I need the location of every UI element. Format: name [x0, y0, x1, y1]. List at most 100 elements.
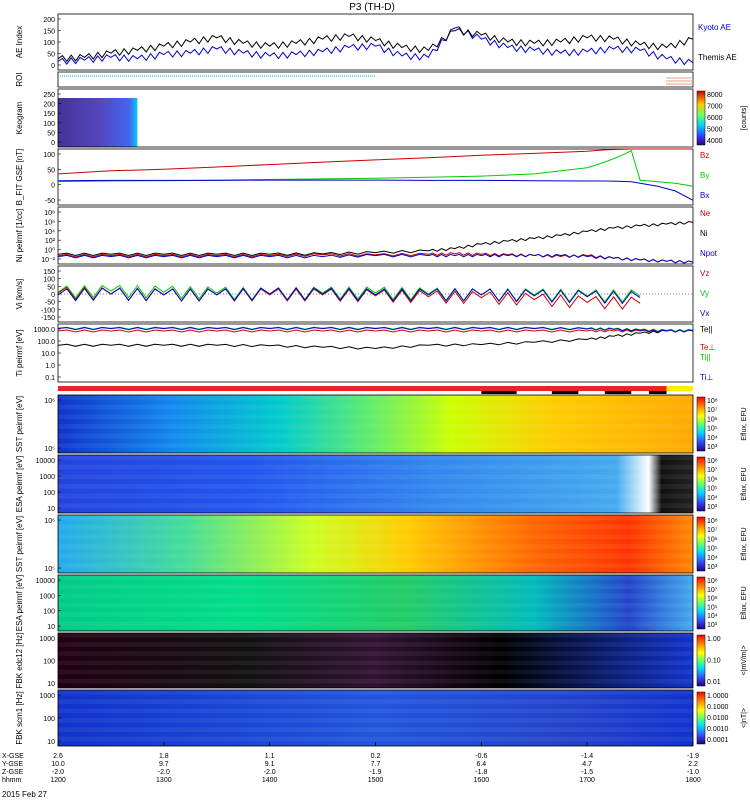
density-0-legend: Ne [700, 209, 711, 218]
fbk_e-ytick: 10 [47, 681, 55, 688]
fbk_e-texture [58, 678, 693, 684]
x-row-value: -1.5 [581, 769, 593, 776]
sst_i-cbar-tick: 10⁸ [707, 518, 718, 525]
date-label: 2015 Feb 27 [2, 790, 47, 799]
esa_e-spectrogram [58, 455, 693, 513]
fbk_b-texture [58, 718, 693, 723]
sst_i-cbar-tick: 10³ [707, 564, 718, 571]
density-ytick: 10⁴ [44, 229, 55, 236]
fbk_e-texture [58, 669, 693, 675]
sst_i-cbar-tick: 10⁶ [707, 536, 718, 543]
esa_i-ylabel: ESA peirmf [eV] [15, 575, 24, 631]
x-row-value: 4.7 [582, 761, 592, 768]
velocity-series-1 [57, 284, 641, 303]
ae-1-legend: Themis AE [698, 53, 737, 62]
status-bar-black-0 [481, 391, 517, 394]
bfield-series-0 [57, 148, 693, 175]
esa_i-cbar-tick: 10³ [707, 622, 718, 629]
sst_e-spectrogram [58, 395, 693, 453]
x-row-value: 10.0 [51, 761, 65, 768]
ae-ytick: 150 [43, 29, 55, 36]
sst_i-spectrogram [58, 515, 693, 573]
sst_i-texture [58, 534, 693, 540]
x-row-value: 1500 [368, 777, 384, 784]
x-row-value: 1.1 [265, 753, 275, 760]
fbk_b-texture [58, 690, 693, 695]
esa_e-texture [58, 503, 693, 509]
esa_i-ytick: 10000 [36, 578, 56, 585]
fbk_e-ytick: 1000 [39, 636, 55, 643]
esa_e-ytick: 10000 [36, 458, 56, 465]
sst_i-cbar-tick: 10⁴ [707, 555, 718, 562]
esa_e-cbar-tick: 10⁸ [707, 458, 718, 465]
esa_e-cbar-label: Eflux, EFU [741, 467, 748, 500]
keogram-cbar-tick: 5000 [707, 127, 723, 134]
temperature-2-legend: Ti|| [700, 353, 711, 362]
fbk_e-texture [58, 651, 693, 656]
status-bar-yellow [666, 386, 693, 391]
temperature-0-legend: Te|| [700, 325, 713, 334]
temperature-ylabel: Ti peirmf [eV] [15, 329, 24, 376]
x-row-value: 1200 [50, 777, 66, 784]
keogram-cbar-tick: 6000 [707, 115, 723, 122]
x-row-value: 1400 [262, 777, 278, 784]
fbk_e-texture [58, 633, 693, 638]
sst_i-cbar-tick: 10⁵ [707, 546, 718, 553]
esa_e-ylabel: ESA peirmf [eV] [15, 456, 24, 512]
esa_i-ytick: 100 [43, 609, 55, 616]
keogram-cbar-tick: 7000 [707, 104, 723, 111]
sst_i-texture [58, 553, 693, 559]
fbk_e-ytick: 100 [43, 659, 55, 666]
fbk_b-cbar-tick: 0.1000 [707, 704, 729, 711]
x-row-value: 1300 [156, 777, 172, 784]
density-ytick: 10⁰ [44, 247, 55, 255]
ae-frame [57, 13, 694, 71]
keogram-cbar-label: [counts] [741, 106, 748, 131]
x-row-value: -2.0 [158, 769, 170, 776]
density-series-2 [57, 253, 694, 264]
ae-ytick: 50 [47, 52, 55, 59]
esa_e-ytick: 100 [43, 490, 55, 497]
bfield-ytick: -50 [45, 198, 55, 205]
esa_i-cbar-tick: 10⁴ [707, 613, 718, 620]
x-row-value: 2.6 [53, 753, 63, 760]
velocity-ylabel: Vi [km/s] [15, 279, 24, 310]
x-row-value: -1.9 [687, 753, 699, 760]
esa_e-cbar-tick: 10⁵ [707, 486, 718, 493]
density-frame [57, 206, 694, 265]
fbk_b-texture [58, 699, 693, 704]
ae-ytick: 100 [43, 40, 55, 47]
sst_i-texture [58, 563, 693, 569]
fbk_e-colorbar [696, 634, 706, 687]
esa_i-frame [57, 574, 694, 632]
sst_e-texture [58, 404, 693, 410]
keogram-cbar-tick: 8000 [707, 92, 723, 99]
fbk_b-cbar-label: <|nT|> [741, 708, 748, 728]
sst_e-ytick: 10⁶ [44, 398, 55, 405]
status-bar-black-1 [551, 391, 579, 394]
fbk_b-cbar-tick: 0.0001 [707, 737, 729, 744]
bfield-ytick: 0 [51, 183, 55, 190]
temperature-ytick: 1000.0 [34, 327, 56, 334]
x-row-label: hhmm [2, 777, 22, 784]
sst_e-cbar-tick: 10³ [707, 444, 718, 451]
fbk_b-texture [58, 708, 693, 714]
velocity-ytick: 50 [47, 284, 55, 291]
keogram-cbar-tick: 4000 [707, 138, 723, 145]
esa_e-frame [57, 454, 694, 514]
x-row-value: 1800 [685, 777, 701, 784]
esa_i-texture [58, 621, 693, 627]
fbk_b-ytick: 10 [47, 739, 55, 746]
x-row-label: Z-GSE [2, 769, 24, 776]
sst_e-texture [58, 424, 693, 429]
roi-ylabel: ROI [15, 72, 24, 86]
esa_i-cbar-tick: 10⁷ [707, 587, 718, 594]
sst_e-cbar-label: Eflux, EFU [741, 407, 748, 440]
sst_i-ylabel: SST peirmf [eV] [15, 516, 24, 572]
esa_e-texture [58, 493, 693, 499]
bfield-ytick: 50 [47, 167, 55, 174]
fbk_e-spectrogram [58, 633, 693, 688]
sst_e-colorbar [696, 396, 706, 452]
x-row-value: -1.9 [369, 769, 381, 776]
